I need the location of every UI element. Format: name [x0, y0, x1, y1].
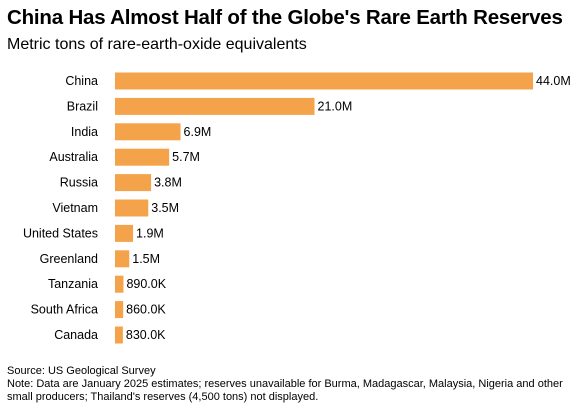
category-label-brazil: Brazil	[67, 99, 98, 113]
value-label-russia: 3.8M	[154, 176, 182, 190]
category-label-china: China	[65, 74, 98, 88]
category-label-russia: Russia	[60, 176, 98, 190]
category-label-south-africa: South Africa	[31, 303, 98, 317]
bar-russia	[115, 174, 152, 192]
bar-australia	[115, 148, 170, 166]
bar-united-states	[115, 224, 134, 242]
bar-vietnam	[115, 199, 149, 217]
category-label-canada: Canada	[54, 328, 98, 342]
chart-subtitle: Metric tons of rare-earth-oxide equivale…	[7, 36, 307, 53]
chart-footer: Source: US Geological Survey Note: Data …	[7, 365, 582, 404]
footnote: Note: Data are January 2025 estimates; r…	[7, 378, 563, 403]
source-note: Source: US Geological Survey	[7, 365, 156, 377]
value-label-vietnam: 3.5M	[151, 201, 179, 215]
value-label-canada: 830.0K	[126, 328, 166, 342]
category-label-india: India	[71, 125, 98, 139]
value-label-india: 6.9M	[184, 125, 212, 139]
bar-china	[115, 72, 533, 90]
category-label-united-states: United States	[23, 226, 98, 240]
chart-title: China Has Almost Half of the Globe's Rar…	[7, 6, 563, 29]
value-label-south-africa: 860.0K	[126, 303, 166, 317]
value-label-australia: 5.7M	[172, 150, 200, 164]
bar-chart: China 44.0M Brazil 21.0M India 6.9M Australia 5…	[23, 72, 571, 344]
value-label-china: 44.0M	[536, 74, 571, 88]
value-label-tanzania: 890.0K	[126, 277, 166, 291]
category-label-tanzania: Tanzania	[48, 277, 98, 291]
category-label-greenland: Greenland	[40, 252, 98, 266]
bar-india	[115, 123, 181, 141]
bar-greenland	[115, 250, 130, 268]
value-label-greenland: 1.5M	[132, 252, 160, 266]
bar-tanzania	[115, 275, 124, 293]
value-label-brazil: 21.0M	[318, 99, 353, 113]
bar-south-africa	[115, 301, 124, 319]
category-label-vietnam: Vietnam	[52, 201, 98, 215]
value-label-united-states: 1.9M	[136, 226, 164, 240]
bar-brazil	[115, 97, 315, 115]
category-label-australia: Australia	[49, 150, 98, 164]
bar-canada	[115, 326, 123, 344]
